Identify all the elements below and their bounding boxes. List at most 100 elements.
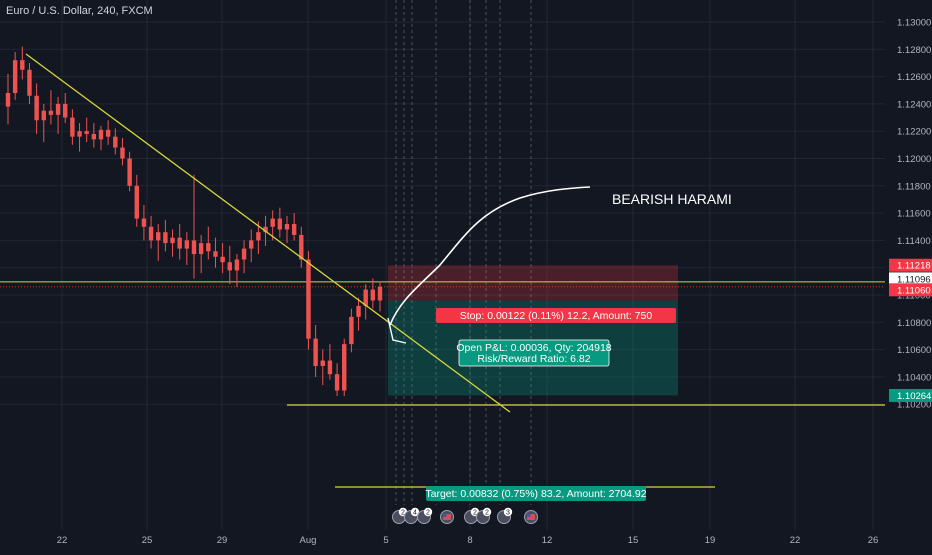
candle-body [277, 218, 283, 230]
candle-body [306, 259, 311, 339]
target-label-box[interactable] [426, 486, 646, 501]
candle-body [5, 92, 11, 107]
candle-body [77, 131, 82, 137]
event-lines [395, 0, 532, 505]
candle-body [220, 256, 225, 263]
freehand-curve[interactable] [389, 186, 591, 326]
candle-body [284, 224, 290, 230]
candle-body [198, 243, 204, 255]
candle-body [342, 344, 347, 391]
drawings: BEARISH HARAMI [25, 53, 732, 413]
symbol-title[interactable]: Euro / U.S. Dollar, 240, FXCM [6, 5, 153, 17]
price-axis-label: 1.12800 [897, 45, 931, 56]
candle-body [63, 103, 68, 118]
price-tag-box [889, 283, 932, 297]
price-tag-box [889, 388, 932, 402]
time-axis-label: 5 [383, 535, 388, 546]
event-count-badge [503, 507, 513, 517]
price-axis-label: 1.12400 [897, 99, 931, 110]
candle-body [84, 131, 89, 134]
candle-body [127, 158, 132, 186]
price-tag: 1.11218 [897, 261, 931, 272]
event-count-badge [423, 507, 433, 517]
candle-body [320, 360, 325, 366]
candle-body [120, 147, 125, 159]
price-axis-label: 1.11800 [897, 181, 931, 192]
candle-body [156, 232, 161, 241]
price-axis-label: 1.13000 [897, 18, 931, 29]
candle-body [34, 95, 39, 121]
candle-body [313, 338, 318, 366]
time-axis-label: 15 [628, 535, 639, 546]
event-count-badge [410, 507, 420, 517]
candle-body [91, 133, 97, 140]
price-tag: 1.10264 [897, 391, 931, 402]
time-axis-label: 29 [217, 535, 228, 546]
pnl-label-line-2: Risk/Reward Ratio: 6.82 [477, 353, 590, 365]
price-axis-label: 1.10200 [897, 400, 931, 411]
candle-body [349, 316, 354, 345]
event-count: 3 [506, 510, 510, 517]
pnl-label-line-1: Open P&L: 0.00036, Qty: 204918 [456, 342, 611, 354]
stop-label-box[interactable] [436, 308, 676, 323]
price-axis[interactable]: 1.13000 1.12800 1.12600 1.12400 1.12200 1.120… [897, 18, 931, 411]
stop-zone[interactable] [388, 265, 678, 301]
candles [5, 46, 383, 397]
price-tag: 1.11096 [897, 274, 931, 285]
candle-body [249, 240, 254, 249]
candle-body [184, 240, 190, 249]
time-axis[interactable]: 22 25 29 Aug 5 8 12 15 19 22 26 [57, 535, 879, 546]
event-count: 2 [485, 510, 489, 517]
pnl-label-box[interactable] [458, 339, 610, 367]
target-label: Target: 0.00832 (0.75%) 83.2, Amount: 27… [425, 488, 646, 500]
trendline[interactable] [25, 53, 511, 413]
candle-body [291, 224, 297, 235]
candle-body [27, 69, 32, 96]
price-axis-label: 1.10800 [897, 318, 931, 329]
event-count-badge [482, 507, 492, 517]
candle-body [334, 374, 340, 391]
candle-body [206, 243, 211, 252]
event-count: 4 [413, 510, 417, 517]
bearish-harami-mark[interactable] [387, 317, 407, 344]
grid [0, 0, 885, 530]
candle-body [177, 237, 182, 249]
event-count: 2 [426, 510, 430, 517]
annotation-text[interactable]: BEARISH HARAMI [612, 191, 732, 207]
position-zones [388, 265, 678, 396]
candle-body [356, 305, 361, 317]
candle-body [98, 129, 104, 140]
candle-body [213, 251, 218, 257]
candle-body [227, 262, 232, 271]
candle-body [363, 289, 368, 306]
candle-body [263, 226, 268, 233]
candle-body [148, 226, 154, 241]
candle-body [105, 129, 111, 137]
time-axis-label: 26 [868, 535, 879, 546]
price-axis-label: 1.12200 [897, 127, 931, 138]
event-count: 2 [473, 510, 477, 517]
flag-canton-icon [527, 514, 531, 517]
candle-body [234, 259, 240, 271]
candle-body [241, 248, 247, 260]
time-axis-label: 12 [542, 535, 553, 546]
candle-body [270, 218, 275, 227]
price-axis-label: 1.10600 [897, 345, 931, 356]
candle-body [299, 234, 304, 260]
candle-body [20, 60, 25, 70]
candle-body [377, 286, 383, 301]
time-axis-label: Aug [300, 535, 317, 546]
price-axis-label: 1.12600 [897, 72, 931, 83]
price-axis-label: 1.10400 [897, 372, 931, 383]
candle-body [370, 289, 376, 301]
candle-body [256, 232, 261, 241]
horizontal-lines [0, 281, 885, 488]
time-axis-label: 19 [705, 535, 716, 546]
candle-body [134, 185, 139, 219]
position-labels: Stop: 0.00122 (0.11%) 12.2, Amount: 750 … [425, 308, 676, 501]
flag-canton-icon [443, 514, 447, 517]
time-axis-label: 8 [467, 535, 472, 546]
